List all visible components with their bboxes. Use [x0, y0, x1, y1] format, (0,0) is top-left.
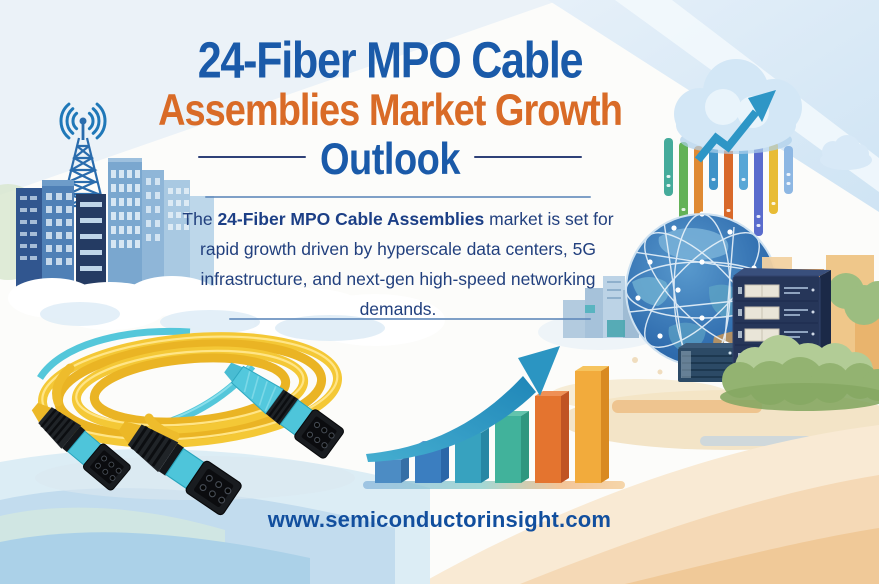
description-line1-rest: market is set for	[484, 209, 614, 229]
title-line-3: Outlook	[319, 135, 461, 185]
website-url[interactable]: www.semiconductorinsight.com	[267, 507, 612, 532]
growth-arrow-icon	[694, 90, 776, 163]
city-skyline-illustration	[8, 102, 445, 346]
bushes-illustration	[720, 335, 879, 411]
description-product-name: 24-Fiber MPO Cable Assemblies	[217, 209, 485, 229]
cable-feeders	[52, 363, 180, 441]
title-rule-right	[474, 155, 583, 159]
signal-waves-icon	[59, 102, 107, 140]
title-rule-left	[197, 155, 306, 159]
server-racks-illustration	[678, 255, 879, 411]
clouds-illustration	[8, 276, 445, 346]
description-line-1: The 24-Fiber MPO Cable Assemblies market…	[158, 204, 638, 234]
description-lead: The	[182, 209, 218, 229]
cloud-growth-illustration	[664, 59, 872, 242]
title-line-1: 24-Fiber MPO Cable	[197, 32, 584, 90]
swoosh-arrow-icon	[366, 346, 560, 462]
title-line-2: Assemblies Market Growth	[158, 86, 623, 136]
description-paragraph: The 24-Fiber MPO Cable Assemblies market…	[158, 204, 638, 324]
sky-wash-top-left	[0, 0, 560, 195]
bush-right-top	[828, 273, 879, 325]
fiber-cable-illustration	[23, 327, 355, 518]
data-streams-icon	[664, 138, 793, 242]
divider-top	[205, 196, 591, 198]
title-block: 24-Fiber MPO Cable Assemblies Market Gro…	[150, 32, 630, 184]
small-cloud-icon	[820, 135, 872, 170]
title-line-3-row: Outlook	[150, 136, 630, 184]
description-lines-rest: rapid growth driven by hyperscale data c…	[200, 239, 596, 320]
growth-bar-chart-illustration	[363, 346, 625, 489]
peach-waves-bottom-right	[420, 425, 879, 584]
growth-bars	[375, 366, 609, 483]
divider-bottom	[229, 318, 591, 320]
small-server-illustration	[678, 343, 746, 382]
